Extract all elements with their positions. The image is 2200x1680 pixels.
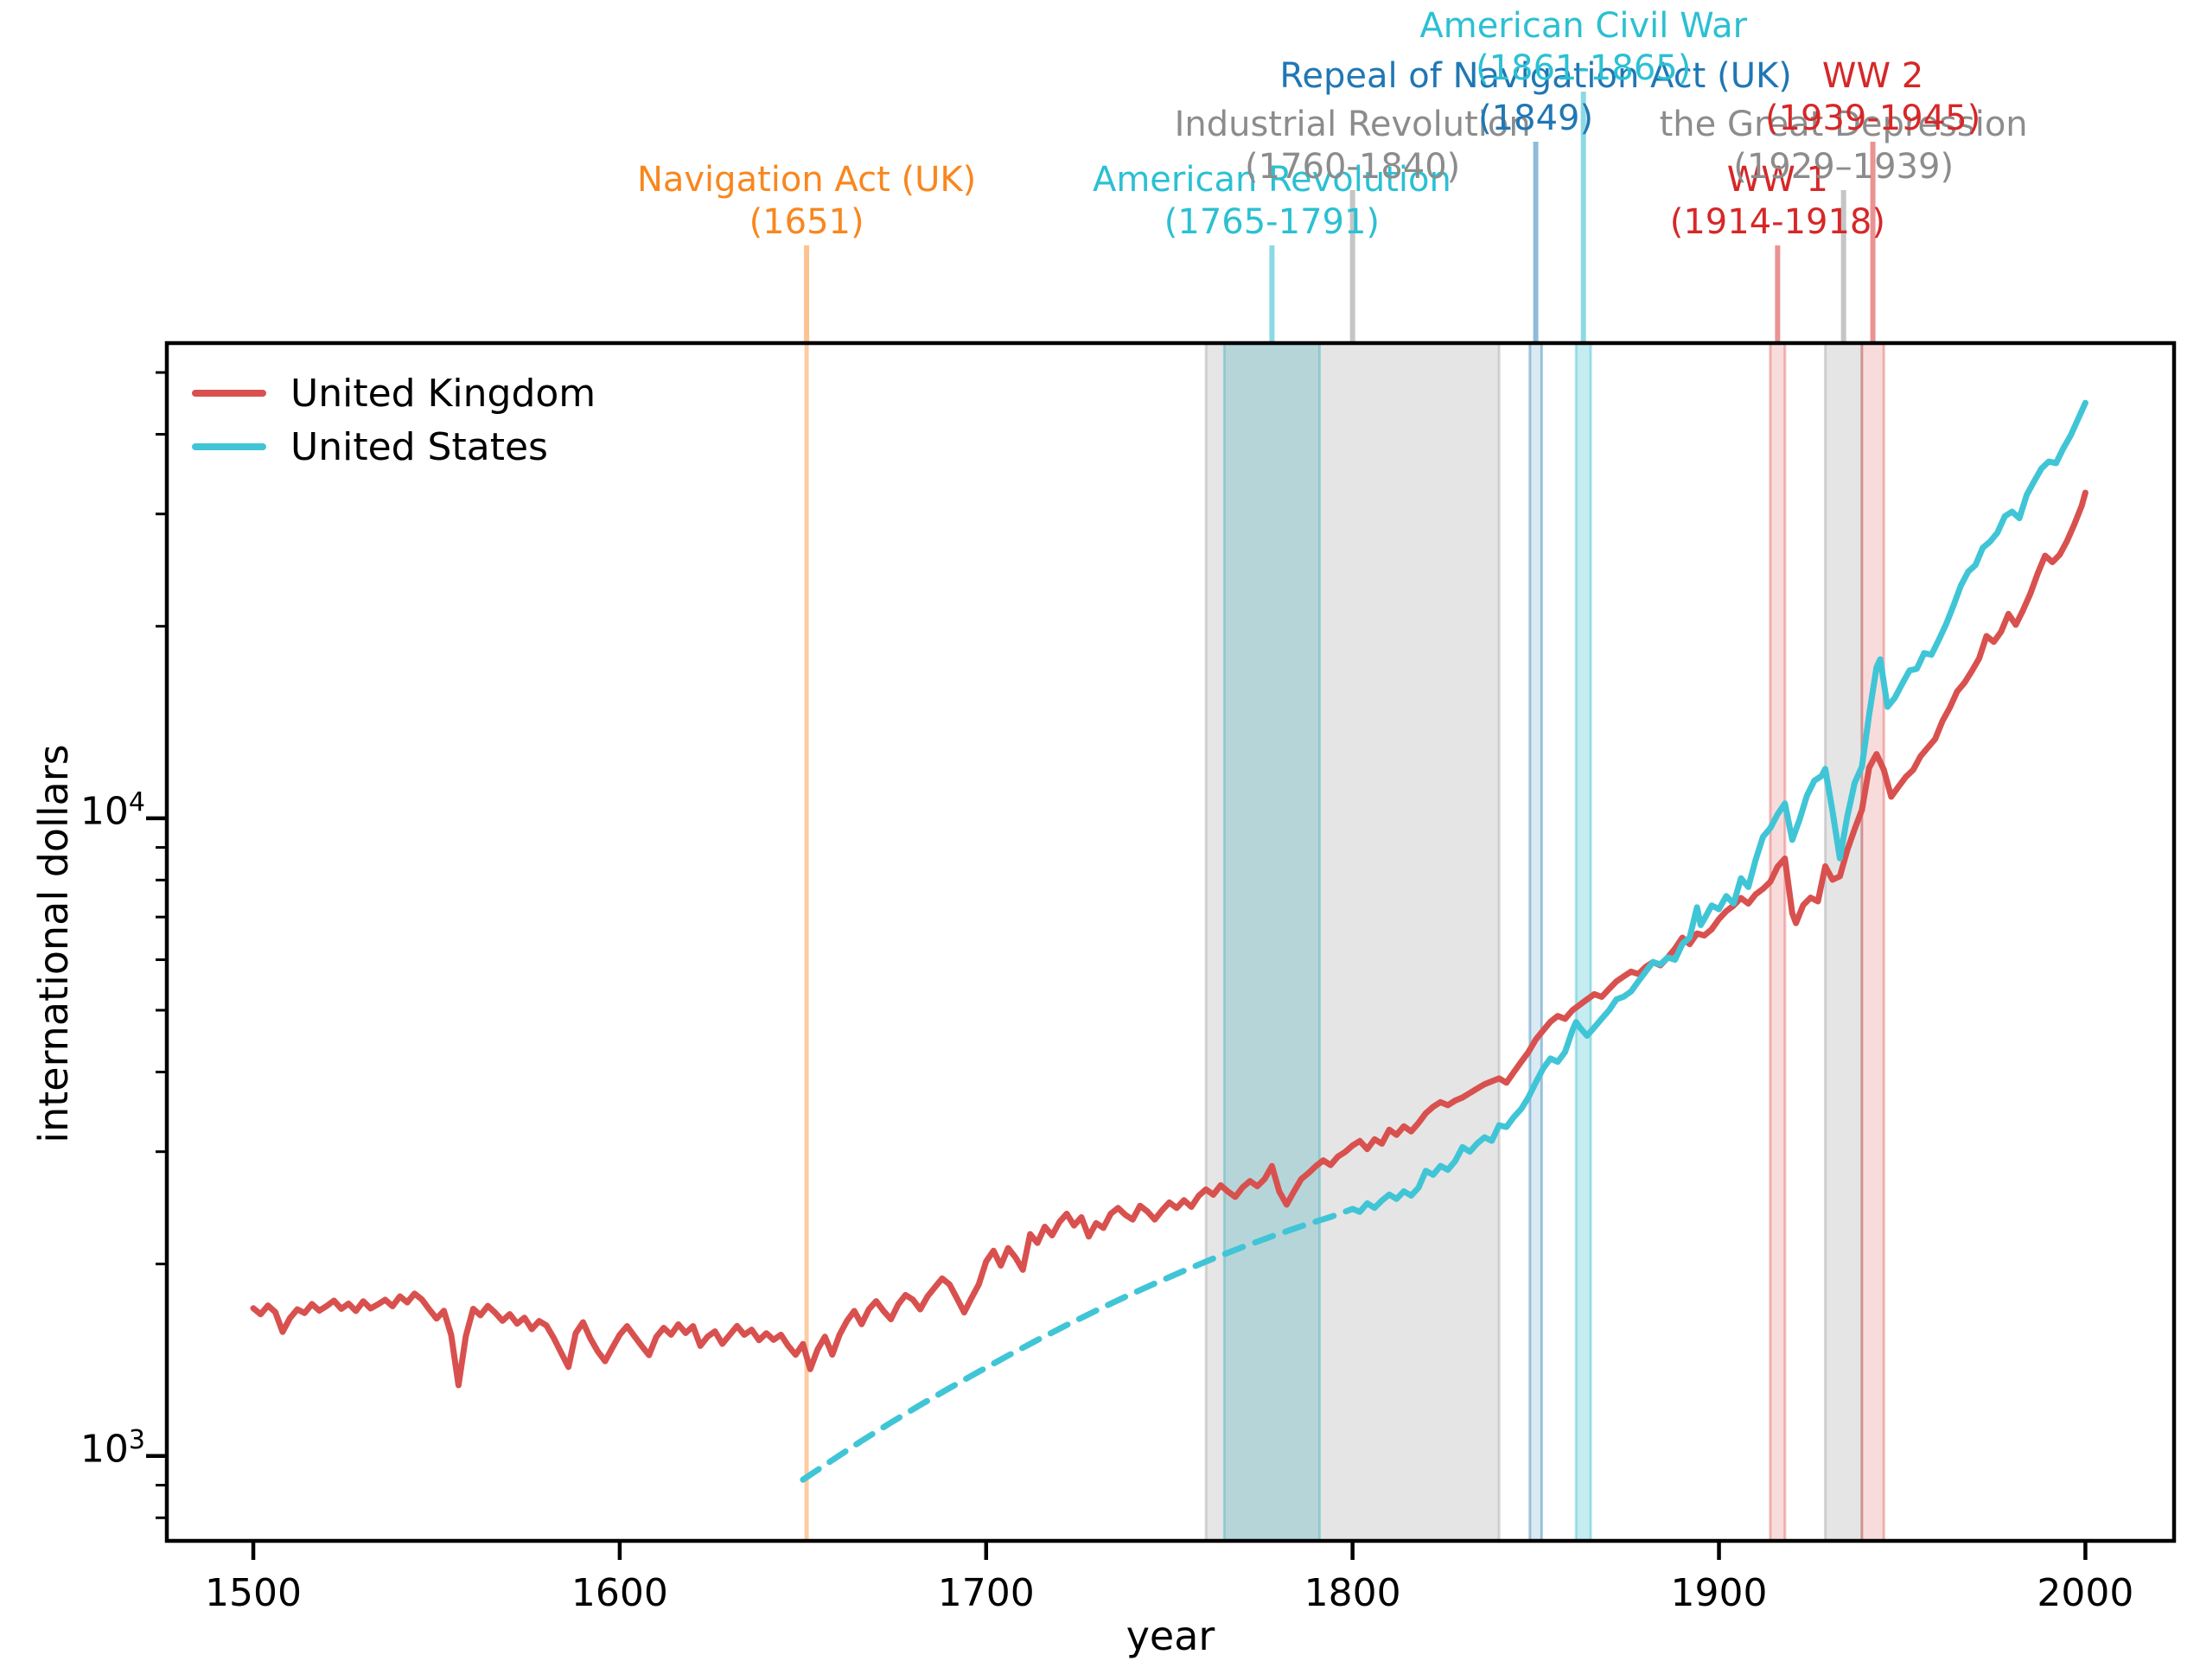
event-years: (1914-1918) xyxy=(1669,202,1885,242)
event-years: (1929–1939) xyxy=(1733,147,1954,187)
event-name: WW 2 xyxy=(1821,56,1924,96)
event-label: Industrial Revolution (1760-1840) xyxy=(791,104,1915,188)
event-name: WW 1 xyxy=(1726,160,1828,200)
x-tick-label: 1700 xyxy=(937,1571,1035,1615)
event-name: Repeal of Navigation Act (UK) xyxy=(1279,56,1792,96)
event-years: (1765-1791) xyxy=(1164,202,1381,242)
event-label: American Civil War (1861-1865) xyxy=(1022,5,2146,90)
x-tick-label: 1600 xyxy=(571,1571,668,1615)
x-axis-title: year xyxy=(1126,1613,1215,1659)
us-line xyxy=(1349,399,2088,1215)
y-tick-label: 103 xyxy=(80,1424,145,1472)
legend-swatch-line xyxy=(192,390,266,397)
event-name: the Great Depression xyxy=(1659,105,2028,144)
plot-interior xyxy=(250,343,2088,1541)
uk-line xyxy=(250,489,2088,1389)
event-band-7 xyxy=(1861,343,1884,1541)
y-tick-label: 104 xyxy=(80,786,145,834)
event-band-0 xyxy=(1224,343,1320,1541)
legend-item: United States xyxy=(192,420,596,474)
event-name: American Civil War xyxy=(1419,6,1748,46)
us-line-dashed xyxy=(800,1206,1356,1483)
event-label: American Revolution (1765-1791) xyxy=(710,159,1833,244)
event-label: Navigation Act (UK) (1651) xyxy=(245,159,1368,244)
y-axis-title: international dollars xyxy=(30,744,77,1143)
event-name: American Revolution xyxy=(1092,160,1451,200)
legend-label: United Kingdom xyxy=(290,371,596,416)
event-name: Navigation Act (UK) xyxy=(636,160,977,200)
event-band-5 xyxy=(1770,343,1785,1541)
axes-frame xyxy=(164,340,2177,1543)
x-tick-label: 1500 xyxy=(205,1571,303,1615)
event-name: Industrial Revolution xyxy=(1174,105,1531,144)
event-label: Repeal of Navigation Act (UK) (1849) xyxy=(974,55,2098,140)
event-band-1 xyxy=(1206,343,1500,1541)
event-years: (1651) xyxy=(749,202,864,242)
event-band-3 xyxy=(1529,343,1542,1541)
x-tick-label: 1800 xyxy=(1304,1571,1401,1615)
event-years: (1939-1945) xyxy=(1764,99,1981,138)
event-label: WW 1 (1914-1918) xyxy=(1215,159,2200,244)
x-tick-label: 1900 xyxy=(1670,1571,1768,1615)
legend-swatch-line xyxy=(192,443,266,450)
event-band-4 xyxy=(1576,343,1591,1541)
event-years: (1760-1840) xyxy=(1245,147,1461,187)
event-label: WW 2 (1939-1945) xyxy=(1311,55,2200,140)
x-tick-label: 2000 xyxy=(2037,1571,2134,1615)
legend-item: United Kingdom xyxy=(192,366,596,420)
legend-label: United States xyxy=(290,424,548,469)
event-label: the Great Depression (1929–1939) xyxy=(1282,104,2200,188)
legend: United Kingdom United States xyxy=(192,366,596,474)
event-years: (1849) xyxy=(1478,99,1594,138)
event-band-6 xyxy=(1825,343,1862,1541)
event-years: (1861-1865) xyxy=(1476,48,1692,88)
